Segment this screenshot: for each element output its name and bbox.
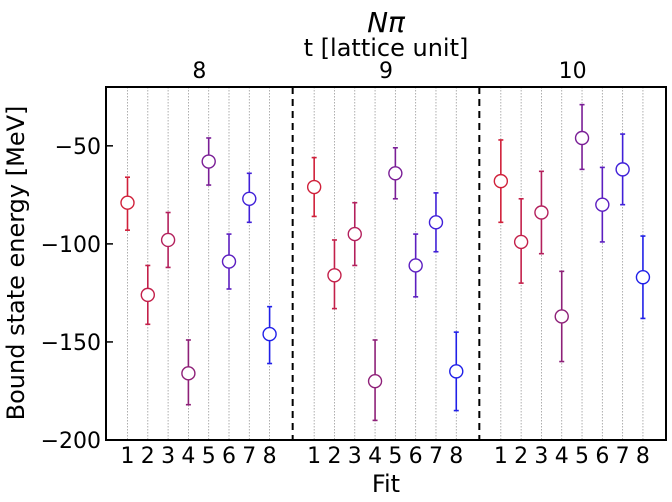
x-tick-label: 5 [388, 444, 402, 469]
data-point [306, 179, 322, 195]
data-point [140, 287, 156, 303]
data-point [120, 195, 135, 210]
y-axis-label: Bound state energy [MeV] [2, 106, 30, 421]
data-point [242, 191, 257, 206]
x-tick-label: 6 [595, 444, 609, 469]
data-point [367, 373, 383, 389]
x-tick-label: 2 [327, 444, 341, 469]
x-tick-label: 7 [616, 444, 630, 469]
top-axis-label: t [lattice unit] [304, 34, 469, 62]
data-point [493, 173, 509, 189]
y-tick-label: −200 [41, 429, 101, 454]
data-point [408, 258, 423, 273]
x-tick-label: 2 [141, 444, 155, 469]
data-point [347, 226, 362, 242]
x-tick-label: 6 [409, 444, 423, 469]
group-dividers [291, 87, 481, 440]
top-tick-label: 9 [379, 59, 393, 84]
data-point [181, 366, 196, 381]
data-points [120, 103, 651, 422]
x-tick-label: 3 [348, 444, 362, 469]
chart-title: Nπ [367, 6, 406, 39]
x-tick-label: 3 [161, 444, 175, 469]
x-tick-label: 8 [449, 444, 463, 469]
data-point [201, 154, 216, 169]
x-tick-label: 8 [636, 444, 650, 469]
x-tick-label: 1 [307, 444, 321, 469]
data-point [262, 326, 277, 342]
y-tick-label: −150 [41, 331, 101, 356]
data-point [595, 197, 610, 212]
data-point [449, 364, 464, 379]
y-tick-label: −50 [55, 135, 101, 160]
data-point [327, 268, 342, 283]
data-point [574, 130, 590, 146]
data-point [428, 215, 444, 230]
x-tick-label: 8 [263, 444, 277, 469]
data-point [221, 254, 237, 269]
data-point [160, 232, 176, 248]
data-point [615, 162, 630, 177]
x-axis-label: Fit [372, 470, 400, 498]
data-point [635, 270, 651, 285]
y-tick-label: −100 [41, 233, 101, 258]
x-tick-label: 7 [429, 444, 443, 469]
top-tick-label: 8 [192, 59, 206, 84]
x-tick-label: 1 [494, 444, 508, 469]
data-point [513, 234, 529, 250]
x-tick-label: 4 [555, 444, 569, 469]
data-point [534, 205, 549, 220]
x-tick-label: 5 [575, 444, 589, 469]
plot-frame [105, 86, 667, 441]
x-tick-label: 2 [514, 444, 528, 469]
x-tick-label: 6 [222, 444, 236, 469]
x-tick-label: 3 [534, 444, 548, 469]
data-point [388, 166, 403, 181]
x-tick-label: 5 [202, 444, 216, 469]
top-tick-label: 10 [559, 59, 587, 84]
x-tick-label: 4 [368, 444, 382, 469]
grid-lines [127, 87, 644, 440]
x-tick-label: 7 [242, 444, 256, 469]
x-tick-label: 1 [121, 444, 135, 469]
x-tick-label: 4 [181, 444, 195, 469]
data-point [554, 309, 569, 324]
